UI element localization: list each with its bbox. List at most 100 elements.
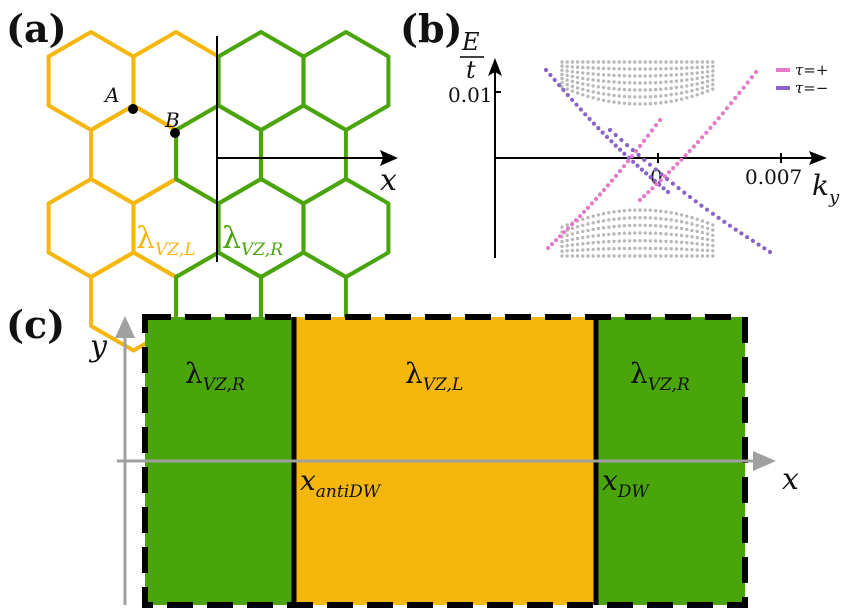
panel-a: (a) x A B λVZ,L λVZ,R: [6, 6, 398, 353]
bulk-band-dot: [617, 101, 621, 105]
bulk-band-dot: [607, 218, 611, 222]
x-tick-right-label: 0.007: [745, 165, 802, 189]
bulk-band-dot: [586, 235, 590, 239]
bulk-band-dot: [622, 74, 627, 78]
bulk-band-dot: [596, 85, 601, 89]
bulk-band-dot: [679, 226, 684, 231]
bulk-band-dot: [705, 65, 710, 69]
bulk-band-dot: [653, 67, 658, 71]
region-left-label: λVZ,R: [185, 357, 245, 395]
bulk-band-dot: [679, 240, 684, 244]
tau-plus-dot: [581, 209, 587, 214]
bulk-band-dot: [643, 88, 647, 92]
bulk-band-dot: [633, 239, 637, 243]
tau-minus-dot: [705, 207, 710, 212]
bulk-band-dot: [695, 248, 699, 252]
bulk-band-dot: [669, 66, 673, 71]
tau-plus-dot: [749, 75, 755, 80]
bulk-band-dot: [669, 225, 673, 229]
bulk-band-dot: [711, 238, 715, 243]
bulk-band-dot: [570, 84, 575, 89]
bulk-band-dot: [601, 85, 606, 90]
bulk-band-dot: [617, 217, 621, 221]
bulk-band-dot: [638, 74, 642, 78]
tau-plus-dot: [695, 139, 701, 145]
site-a-dot: [128, 104, 138, 114]
bulk-band-dot: [695, 242, 699, 246]
bulk-band-dot: [601, 219, 606, 223]
bulk-band-dot: [674, 73, 679, 77]
bulk-band-dot: [622, 67, 627, 71]
bulk-band-dot: [648, 246, 653, 251]
tau-plus-dot: [654, 182, 659, 187]
bulk-band-dot: [653, 254, 658, 258]
tau-minus-dot: [619, 137, 624, 143]
y-label-numerator: E: [461, 28, 480, 56]
bulk-band-dot: [695, 87, 699, 92]
tau-minus-dot: [722, 219, 727, 224]
bulk-band-dot: [648, 231, 653, 235]
k-axis-label: ky: [812, 169, 840, 208]
tau-plus-dot: [646, 190, 651, 195]
bulk-band-dot: [565, 64, 569, 69]
bulk-band-dot: [643, 216, 647, 220]
bulk-band-dot: [653, 87, 658, 92]
bulk-band-dot: [601, 254, 606, 258]
bulk-band-dot: [591, 247, 595, 252]
bulk-band-dot: [617, 87, 621, 91]
tau-plus-dot: [645, 133, 651, 138]
bulk-band-dot: [575, 254, 580, 258]
tau-plus-dot: [741, 85, 746, 90]
bulk-band-dot: [627, 60, 632, 64]
tau-minus-dot: [613, 132, 618, 138]
tau-plus-dot: [679, 157, 684, 162]
bulk-band-dot: [690, 215, 694, 220]
bulk-band-dot: [575, 91, 580, 95]
bulk-band-dot: [690, 228, 694, 233]
bulk-band-dot: [690, 60, 694, 64]
bulk-band-dot: [685, 247, 689, 252]
tau-minus-dot: [613, 143, 618, 148]
bulk-band-dot: [601, 66, 606, 71]
tau-minus-dot: [635, 163, 640, 168]
bulk-band-dot: [659, 209, 663, 213]
lambda-left-label: λVZ,L: [136, 221, 196, 260]
bulk-band-dot: [679, 60, 684, 64]
bulk-band-dot: [685, 66, 689, 70]
tau-minus-dot: [644, 171, 649, 176]
tau-minus-dot: [636, 152, 641, 158]
bulk-band-dot: [560, 249, 564, 253]
tau-minus-dot: [682, 190, 687, 195]
bulk-band-dot: [638, 208, 642, 212]
bulk-band-dot: [596, 213, 601, 217]
bulk-band-dot: [591, 72, 595, 76]
bulk-band-dot: [591, 96, 595, 100]
bulk-band-dot: [690, 254, 694, 258]
region-middle-label: λVZ,L: [405, 357, 463, 395]
bulk-band-dot: [700, 81, 705, 85]
bulk-band-dot: [711, 73, 715, 78]
bulk-band-dot: [633, 88, 637, 92]
bulk-band-dot: [690, 89, 694, 93]
bulk-band-dot: [705, 221, 710, 225]
bulk-band-dot: [601, 212, 606, 216]
bulk-band-dot: [627, 81, 632, 85]
bulk-band-dot: [669, 211, 673, 215]
bulk-band-dot: [643, 60, 647, 64]
tau-minus-dot: [600, 130, 605, 135]
tau-plus-dot: [573, 218, 579, 223]
bulk-band-dot: [711, 249, 715, 253]
bulk-band-dot: [560, 76, 564, 81]
bulk-band-dot: [617, 60, 621, 64]
bulk-band-dot: [586, 247, 590, 252]
bulk-band-dot: [586, 228, 590, 233]
dw-label: xDW: [602, 464, 650, 502]
bulk-band-dot: [607, 99, 611, 104]
bulk-band-dot: [612, 87, 616, 91]
bulk-band-dot: [622, 209, 627, 213]
bulk-band-dot: [664, 247, 668, 251]
bulk-band-dot: [648, 88, 653, 92]
bulk-band-dot: [638, 95, 642, 99]
bulk-band-dot: [700, 219, 705, 223]
bulk-band-dot: [627, 102, 632, 106]
